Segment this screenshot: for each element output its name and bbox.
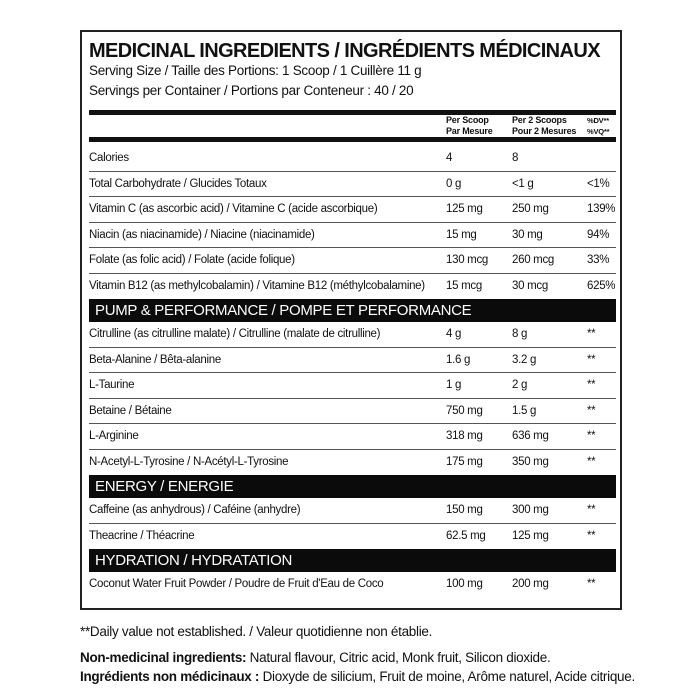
per-2-scoops-value: 3.2 g <box>512 353 537 366</box>
panel-title: MEDICINAL INGREDIENTS / INGRÉDIENTS MÉDI… <box>89 40 601 62</box>
per-scoop-value: 175 mg <box>446 455 483 468</box>
ingredient-row: Folate (as folic acid) / Folate (acide f… <box>89 248 616 274</box>
ingredient-row: Niacin (as niacinamide) / Niacine (niaci… <box>89 223 616 248</box>
ingredient-name: Caffeine (as anhydrous) / Caféine (anhyd… <box>89 504 301 516</box>
ingredient-name: Betaine / Bétaine <box>89 404 172 417</box>
dv-value: ** <box>587 455 596 468</box>
footnote: **Daily value not established. / Valeur … <box>80 624 433 639</box>
divider <box>89 137 616 142</box>
ingredient-row: L-Taurine 1 g 2 g ** <box>89 373 616 399</box>
per-2-scoops-value: 2 g <box>512 379 528 391</box>
dv-value: 139% <box>587 203 616 215</box>
ingredient-name: Vitamin C (as ascorbic acid) / Vitamine … <box>89 203 378 215</box>
ingredient-name: Theacrine / Théacrine <box>89 529 195 542</box>
per-2-scoops-value: 1.5 g <box>512 404 537 417</box>
ingredient-row: Betaine / Bétaine 750 mg 1.5 g ** <box>89 399 616 424</box>
per-scoop-value: 130 mcg <box>446 254 489 266</box>
per-2-scoops-value: 30 mg <box>512 228 543 241</box>
dv-value: 33% <box>587 254 610 266</box>
dv-value: ** <box>587 430 596 442</box>
per-2-scoops-value: 8 <box>512 152 519 164</box>
per-scoop-value: 4 <box>446 152 453 164</box>
ingredient-row: Total Carbohydrate / Glucides Totaux 0 g <… <box>89 172 616 197</box>
ingredient-name: Beta-Alanine / Bêta-alanine <box>89 353 221 366</box>
per-scoop-value: 15 mcg <box>446 279 482 292</box>
per-scoop-value: 100 mg <box>446 578 483 590</box>
ingredient-row: Coconut Water Fruit Powder / Poudre de F… <box>89 572 616 598</box>
ingredient-name: L-Taurine <box>89 379 135 391</box>
per-2-scoops-value: 250 mg <box>512 203 549 215</box>
dv-value: ** <box>587 353 596 366</box>
per-2-scoops-value: 125 mg <box>512 529 549 542</box>
ingredient-name: N-Acetyl-L-Tyrosine / N-Acétyl-L-Tyrosin… <box>89 455 289 468</box>
ingredient-name: Calories <box>89 152 129 164</box>
per-2-scoops-value: 636 mg <box>512 430 549 442</box>
ingredient-row: Citrulline (as citrulline malate) / Citr… <box>89 322 616 348</box>
section-header: PUMP & PERFORMANCE / POMPE ET PERFORMANC… <box>89 299 616 322</box>
per-2-scoops-value: <1 g <box>512 177 534 190</box>
column-dv: %DV** %VQ** <box>587 116 610 136</box>
dv-value: ** <box>587 328 596 340</box>
section-header: ENERGY / ENERGIE <box>89 475 616 498</box>
column-headers: Per Scoop Par Mesure Per 2 Scoops Pour 2 M… <box>89 115 616 137</box>
ingredient-row: Theacrine / Théacrine 62.5 mg 125 mg ** <box>89 524 616 550</box>
column-per-scoop: Per Scoop Par Mesure <box>446 115 493 136</box>
per-scoop-value: 318 mg <box>446 430 483 442</box>
ingredient-name: Coconut Water Fruit Powder / Poudre de F… <box>89 578 384 590</box>
ingredient-name: L-Arginine <box>89 430 139 442</box>
per-scoop-value: 15 mg <box>446 228 477 241</box>
dv-value: <1% <box>587 177 610 190</box>
dv-value: 625% <box>587 279 616 292</box>
per-2-scoops-value: 8 g <box>512 328 528 340</box>
ingredient-row: L-Arginine 318 mg 636 mg ** <box>89 424 616 450</box>
section-header: HYDRATION / HYDRATATION <box>89 549 616 572</box>
dv-value: ** <box>587 379 596 391</box>
per-scoop-value: 125 mg <box>446 203 483 215</box>
column-per-2-scoops: Per 2 Scoops Pour 2 Mesures <box>512 115 577 136</box>
divider <box>89 110 616 115</box>
ingredient-row: N-Acetyl-L-Tyrosine / N-Acétyl-L-Tyrosin… <box>89 450 616 476</box>
ingredient-row: Caffeine (as anhydrous) / Caféine (anhyd… <box>89 498 616 524</box>
ingredient-row: Beta-Alanine / Bêta-alanine 1.6 g 3.2 g ** <box>89 348 616 373</box>
dv-value: ** <box>587 404 596 417</box>
servings-per-container: Servings per Container / Portions par Co… <box>89 83 414 98</box>
medicinal-ingredients-panel: MEDICINAL INGREDIENTS / INGRÉDIENTS MÉDI… <box>80 30 622 610</box>
dv-value: ** <box>587 529 596 542</box>
panel-content: MEDICINAL INGREDIENTS / INGRÉDIENTS MÉDI… <box>89 32 616 598</box>
per-scoop-value: 0 g <box>446 177 462 190</box>
ingredient-name: Vitamin B12 (as methylcobalamin) / Vitam… <box>89 279 425 292</box>
ingredient-name: Total Carbohydrate / Glucides Totaux <box>89 177 267 190</box>
per-scoop-value: 62.5 mg <box>446 529 486 542</box>
per-scoop-value: 150 mg <box>446 504 483 516</box>
per-scoop-value: 1.6 g <box>446 353 471 366</box>
serving-size: Serving Size / Taille des Portions: 1 Sc… <box>89 63 422 78</box>
per-2-scoops-value: 200 mg <box>512 578 549 590</box>
ingredient-row: Vitamin B12 (as methylcobalamin) / Vitam… <box>89 274 616 300</box>
dv-value: ** <box>587 504 596 516</box>
ingredient-name: Folate (as folic acid) / Folate (acide f… <box>89 254 295 266</box>
per-2-scoops-value: 30 mcg <box>512 279 548 292</box>
dv-value: ** <box>587 578 596 590</box>
dv-value: 94% <box>587 228 610 241</box>
non-medicinal-ingredients: Non-medicinal ingredients: Natural flavo… <box>80 650 551 665</box>
per-2-scoops-value: 350 mg <box>512 455 549 468</box>
per-2-scoops-value: 300 mg <box>512 504 549 516</box>
per-scoop-value: 1 g <box>446 379 462 391</box>
per-2-scoops-value: 260 mcg <box>512 254 555 266</box>
non-medicinal-ingredients-fr: Ingrédients non médicinaux : Dioxyde de … <box>80 669 635 684</box>
ingredient-row: Vitamin C (as ascorbic acid) / Vitamine … <box>89 197 616 223</box>
ingredient-name: Citrulline (as citrulline malate) / Citr… <box>89 328 381 340</box>
ingredient-row: Calories 4 8 <box>89 146 616 172</box>
ingredient-name: Niacin (as niacinamide) / Niacine (niaci… <box>89 228 315 241</box>
per-scoop-value: 750 mg <box>446 404 483 417</box>
per-scoop-value: 4 g <box>446 328 462 340</box>
